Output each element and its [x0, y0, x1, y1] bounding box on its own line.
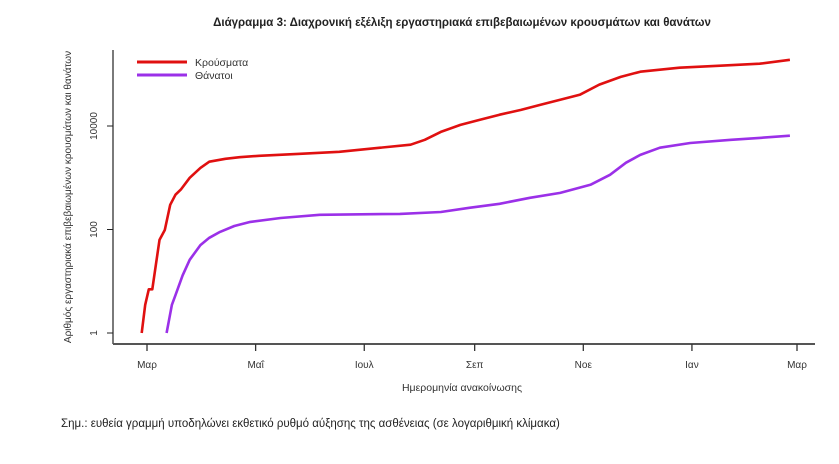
- legend-label-cases: Κρούσματα: [195, 57, 248, 69]
- y-axis-title: Αριθμός εργαστηριακά επιβεβαιωμένων κρου…: [62, 51, 74, 343]
- legend: Κρούσματα Θάνατοι: [137, 57, 248, 82]
- x-ticks: Μαρ Μαΐ Ιουλ Σεπ Νοε Ιαν Μαρ: [137, 344, 807, 371]
- series-line-deaths: [165, 134, 790, 334]
- x-tick-label: Σεπ: [466, 360, 484, 371]
- x-tick-label: Μαρ: [787, 360, 807, 371]
- x-tick-label: Μαΐ: [247, 359, 264, 371]
- x-tick-label: Μαρ: [137, 360, 157, 371]
- chart-title: Διάγραμμα 3: Διαχρονική εξέλιξη εργαστηρ…: [213, 17, 711, 29]
- x-tick-label: Νοε: [575, 360, 593, 371]
- y-tick-label: 100: [89, 221, 100, 238]
- legend-label-deaths: Θάνατοι: [195, 70, 233, 82]
- y-ticks: 1 100 10000: [89, 112, 113, 336]
- y-tick-label: 1: [89, 330, 100, 336]
- series-line-cases: [140, 58, 791, 334]
- series-lines: [140, 58, 791, 334]
- x-axis-title: Ημερομηνία ανακοίνωσης: [402, 382, 522, 394]
- x-tick-label: Ιουλ: [355, 360, 374, 371]
- y-tick-label: 10000: [89, 112, 100, 140]
- x-tick-label: Ιαν: [685, 360, 699, 371]
- footnote: Σημ.: ευθεία γραμμή υποδηλώνει εκθετικό …: [61, 418, 560, 430]
